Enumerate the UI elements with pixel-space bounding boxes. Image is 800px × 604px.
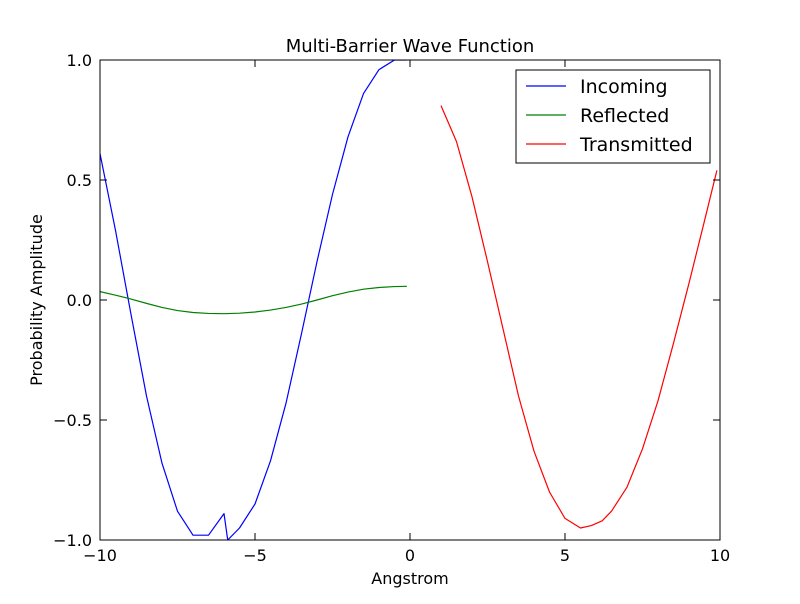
legend-label-reflected: Reflected: [580, 105, 669, 127]
series-line-transmitted: [440, 105, 718, 529]
x-tick-label: 0: [405, 546, 415, 565]
y-tick-label: 0.0: [67, 291, 92, 310]
legend: Incoming Reflected Transmitted: [515, 69, 711, 164]
y-tick-label: 0.5: [67, 171, 92, 190]
series-line-reflected: [100, 285, 407, 315]
series-line-incoming: [100, 60, 407, 540]
y-axis-label: Probability Amplitude: [27, 214, 46, 386]
legend-label-transmitted: Transmitted: [579, 134, 693, 156]
legend-label-incoming: Incoming: [580, 76, 668, 98]
x-tick-label: −5: [243, 546, 267, 565]
x-tick-label: 10: [710, 546, 730, 565]
y-tick-label: −1.0: [53, 531, 92, 550]
y-tick-label: −0.5: [53, 411, 92, 430]
x-tick-label: −10: [83, 546, 117, 565]
series-layer: [100, 60, 718, 540]
x-axis-ticks: −10 −5 0 5 10: [83, 60, 730, 565]
chart-title: Multi-Barrier Wave Function: [286, 36, 535, 57]
x-tick-label: 5: [560, 546, 570, 565]
y-tick-label: 1.0: [67, 51, 92, 70]
y-axis-ticks: −1.0 −0.5 0.0 0.5 1.0: [53, 51, 720, 550]
x-axis-label: Angstrom: [371, 569, 448, 588]
legend-box: [515, 69, 711, 164]
